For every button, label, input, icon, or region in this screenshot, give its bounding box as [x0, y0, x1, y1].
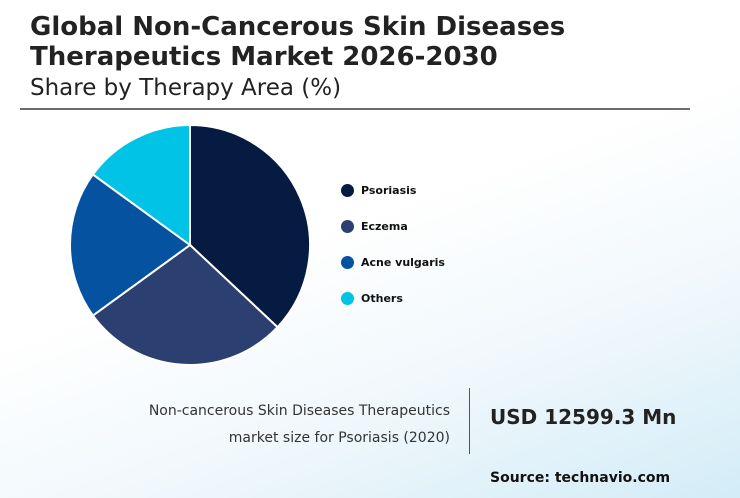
legend-swatch-eczema — [341, 219, 354, 233]
kpi-description-line-2: market size for Psoriasis (2020) — [228, 430, 450, 446]
legend-item-eczema: Eczema — [341, 208, 445, 244]
chart-title: Global Non-Cancerous Skin Diseases Thera… — [30, 12, 566, 72]
pie-chart — [69, 123, 312, 366]
kpi-description-line-1: Non-cancerous Skin Diseases Therapeutics — [148, 403, 450, 419]
header-divider — [20, 108, 690, 110]
source-credit: Source: technavio.com — [490, 470, 671, 486]
pie-slice-others — [91, 123, 191, 247]
legend-item-psoriasis: Psoriasis — [341, 172, 445, 208]
chart-legend: Psoriasis Eczema Acne vulgaris Others — [341, 172, 445, 316]
legend-swatch-acne-vulgaris — [341, 255, 354, 269]
legend-item-others: Others — [341, 280, 445, 316]
legend-item-acne-vulgaris: Acne vulgaris — [341, 244, 445, 280]
legend-label-others: Others — [361, 291, 403, 305]
chart-subtitle: Share by Therapy Area (%) — [30, 75, 342, 101]
legend-label-acne-vulgaris: Acne vulgaris — [361, 255, 445, 269]
kpi-description: Non-cancerous Skin Diseases Therapeutics… — [50, 398, 450, 452]
legend-label-eczema: Eczema — [361, 219, 408, 233]
legend-swatch-psoriasis — [341, 183, 354, 197]
legend-swatch-others — [341, 291, 354, 305]
pie-slice-psoriasis — [189, 123, 312, 329]
pie-slice-acne-vulgaris — [69, 173, 192, 317]
kpi-divider — [469, 388, 470, 454]
legend-label-psoriasis: Psoriasis — [361, 183, 417, 197]
pie-slice-eczema — [91, 243, 279, 366]
kpi-value: USD 12599.3 Mn — [490, 405, 677, 429]
